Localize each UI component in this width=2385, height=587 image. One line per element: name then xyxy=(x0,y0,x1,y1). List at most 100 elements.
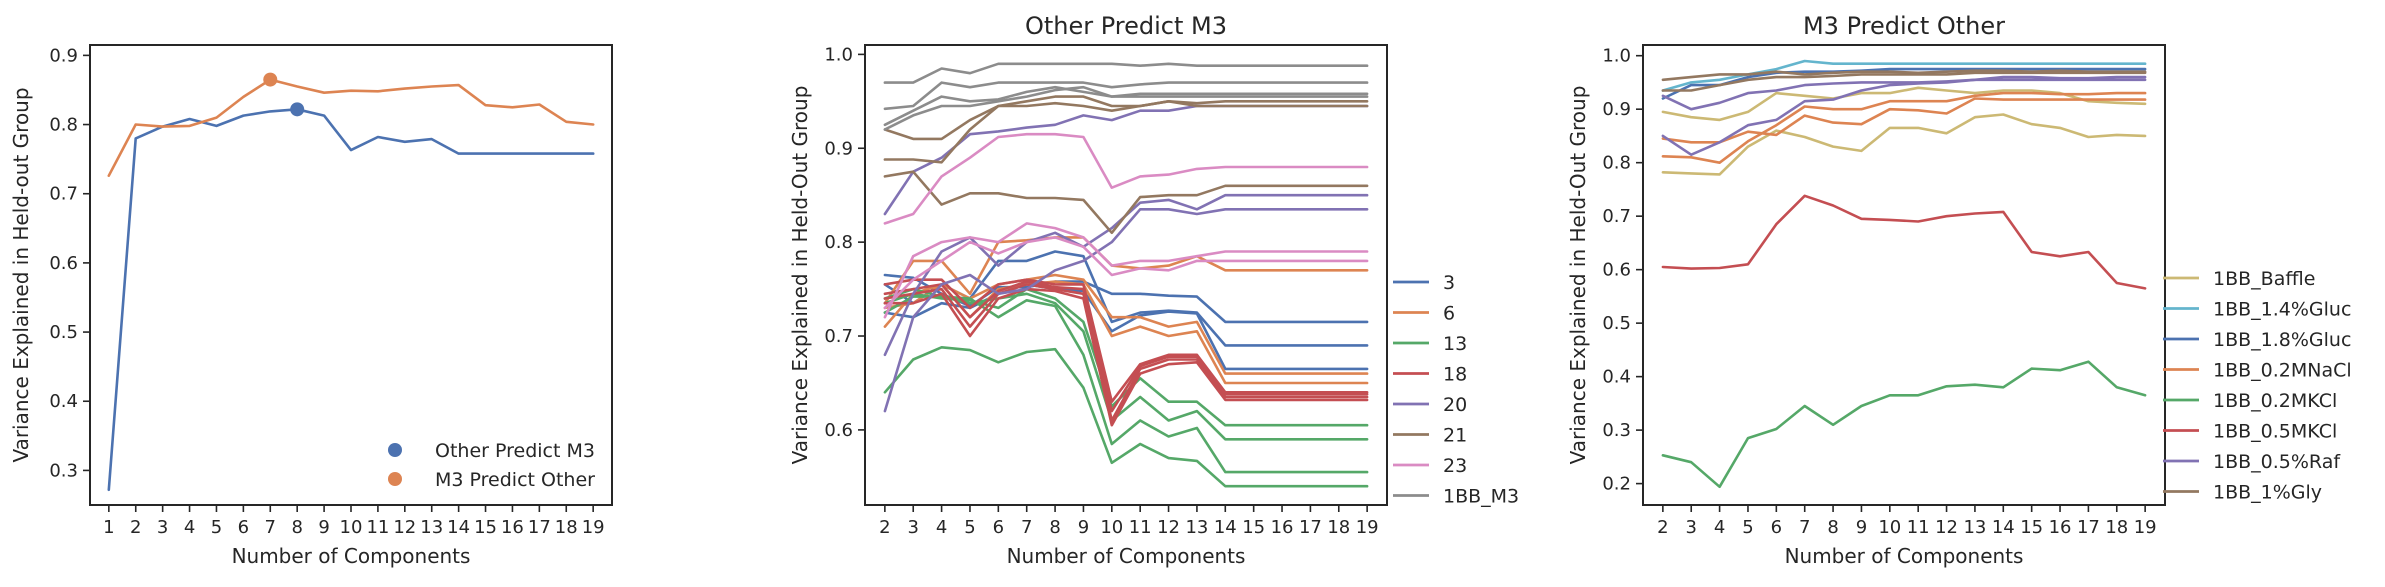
x-tick-label: 6 xyxy=(1771,517,1782,538)
x-tick-label: 4 xyxy=(936,517,947,538)
series-line-1bb-0-2mnacl xyxy=(1661,91,2147,164)
x-tick-label: 13 xyxy=(420,517,443,538)
series-line-1bb-0-2mnacl xyxy=(1661,97,2147,144)
x-tick-label: 5 xyxy=(211,517,222,538)
series-line-18 xyxy=(883,280,1369,413)
series-line-13 xyxy=(883,295,1369,474)
x-tick-label: 12 xyxy=(393,517,416,538)
legend-label: M3 Predict Other xyxy=(435,469,595,491)
x-tick-label: 3 xyxy=(1686,517,1697,538)
x-tick-label: 15 xyxy=(2020,517,2043,538)
max-point-marker xyxy=(290,102,305,117)
y-tick-label: 0.3 xyxy=(1602,420,1631,441)
y-tick-label: 0.8 xyxy=(824,232,853,253)
series-line-1bb-baffle xyxy=(1661,113,2147,176)
chart-1: 1 2 3 4 5 6 7 8 9 10 11 12 13 14 15 16 17 18 190.30.40.50.… xyxy=(9,44,613,568)
y-tick-label: 1.0 xyxy=(1602,46,1631,67)
series-line-1bb-0-5-raf xyxy=(1661,75,2147,156)
x-tick-label: 14 xyxy=(1214,517,1237,538)
series-line-m3-predict-other xyxy=(107,78,595,177)
y-axis-label: Variance Explained in Held-Out Group xyxy=(788,86,812,465)
x-tick-label: 19 xyxy=(582,517,605,538)
series-line-1bb-1-8-gluc xyxy=(1661,67,2147,100)
x-tick-label: 7 xyxy=(1021,517,1032,538)
legend: 3 6 13 18 20 21 23 1BB_M3 xyxy=(1393,272,1519,508)
x-tick-label: 16 xyxy=(1271,517,1294,538)
y-tick-label: 0.6 xyxy=(1602,260,1631,281)
series-line-1bb-baffle xyxy=(1661,86,2147,122)
max-point-marker xyxy=(263,72,278,87)
legend-label: 1BB_0.2MKCl xyxy=(2213,390,2337,412)
y-tick-label: 0.9 xyxy=(49,45,78,66)
x-tick-label: 5 xyxy=(1742,517,1753,538)
x-tick-label: 11 xyxy=(1129,517,1152,538)
x-tick-label: 2 xyxy=(879,517,890,538)
legend-label: 13 xyxy=(1443,333,1467,355)
series-line-1bb-m3 xyxy=(883,85,1369,131)
x-tick-label: 7 xyxy=(1799,517,1810,538)
x-tick-label: 18 xyxy=(555,517,578,538)
series-line-1bb-0-2mkcl xyxy=(1661,360,2147,489)
series-line-21 xyxy=(883,95,1369,141)
x-tick-label: 9 xyxy=(1856,517,1867,538)
series-line-23 xyxy=(883,132,1369,225)
series-line-23 xyxy=(883,236,1369,310)
x-tick-label: 14 xyxy=(447,517,470,538)
series-line-18 xyxy=(883,283,1369,422)
x-tick-label: 4 xyxy=(1714,517,1725,538)
series-line-18 xyxy=(883,287,1369,427)
x-tick-label: 15 xyxy=(474,517,497,538)
series-line-1bb-0-5-raf xyxy=(1661,78,2147,111)
legend-label: 1BB_0.5%Raf xyxy=(2213,451,2341,473)
x-tick-label: 5 xyxy=(964,517,975,538)
x-tick-label: 7 xyxy=(265,517,276,538)
series-line-1bb-1-4-gluc xyxy=(1661,59,2147,92)
series-line-other-predict-m3 xyxy=(107,108,595,492)
y-tick-label: 0.7 xyxy=(1602,206,1631,227)
series-line-1bb-m3 xyxy=(883,62,1369,84)
y-tick-label: 0.9 xyxy=(1602,99,1631,120)
series-line-1bb-0-5mkcl xyxy=(1661,194,2147,290)
axes-frame xyxy=(864,44,1388,506)
x-tick-label: 2 xyxy=(1657,517,1668,538)
x-tick-label: 11 xyxy=(366,517,389,538)
x-tick-label: 2 xyxy=(130,517,141,538)
x-tick-label: 16 xyxy=(2049,517,2072,538)
x-tick-label: 8 xyxy=(1049,517,1060,538)
legend-label: 1BB_1.4%Gluc xyxy=(2213,299,2351,321)
x-tick-label: 13 xyxy=(1963,517,1986,538)
x-tick-label: 17 xyxy=(2077,517,2100,538)
x-tick-label: 15 xyxy=(1242,517,1265,538)
legend-label: 1BB_0.2MNaCl xyxy=(2213,360,2352,382)
x-tick-label: 4 xyxy=(184,517,195,538)
legend-label: 1BB_1%Gly xyxy=(2213,482,2322,504)
chart-title: M3 Predict Other xyxy=(1803,12,2005,40)
x-tick-label: 6 xyxy=(993,517,1004,538)
series-line-13 xyxy=(883,345,1369,488)
x-tick-label: 18 xyxy=(1327,517,1350,538)
y-tick-label: 0.3 xyxy=(49,460,78,481)
x-tick-label: 6 xyxy=(238,517,249,538)
legend-label: 3 xyxy=(1443,272,1455,294)
x-axis-label: Number of Components xyxy=(1785,544,2024,568)
y-tick-label: 0.6 xyxy=(824,420,853,441)
legend-label: 20 xyxy=(1443,394,1467,416)
y-tick-label: 0.2 xyxy=(1602,474,1631,495)
series-line-18 xyxy=(883,278,1369,404)
x-tick-label: 17 xyxy=(1299,517,1322,538)
series-line-1bb-1-gly xyxy=(1661,71,2147,92)
y-tick-label: 1.0 xyxy=(824,44,853,65)
chart-3: 2 3 4 5 6 7 8 9 10 11 12 13 14 15 16 17 18 19 0.2 0.3 0.4 0.5… xyxy=(1566,12,2352,568)
axes-frame xyxy=(1642,44,2166,506)
legend-label: 18 xyxy=(1443,364,1467,386)
axes-frame xyxy=(89,44,613,506)
x-tick-label: 10 xyxy=(1100,517,1123,538)
y-tick-label: 0.7 xyxy=(49,184,78,205)
legend: Other Predict M3 M3 Predict Other xyxy=(388,440,595,491)
series-line-21 xyxy=(883,100,1369,164)
chart-2: 2 3 4 5 6 7 8 9 10 11 12 13 14 15 16 17 18 190.60.70.80.9… xyxy=(788,12,1519,568)
x-tick-label: 3 xyxy=(908,517,919,538)
x-tick-label: 12 xyxy=(1157,517,1180,538)
x-tick-label: 8 xyxy=(291,517,302,538)
